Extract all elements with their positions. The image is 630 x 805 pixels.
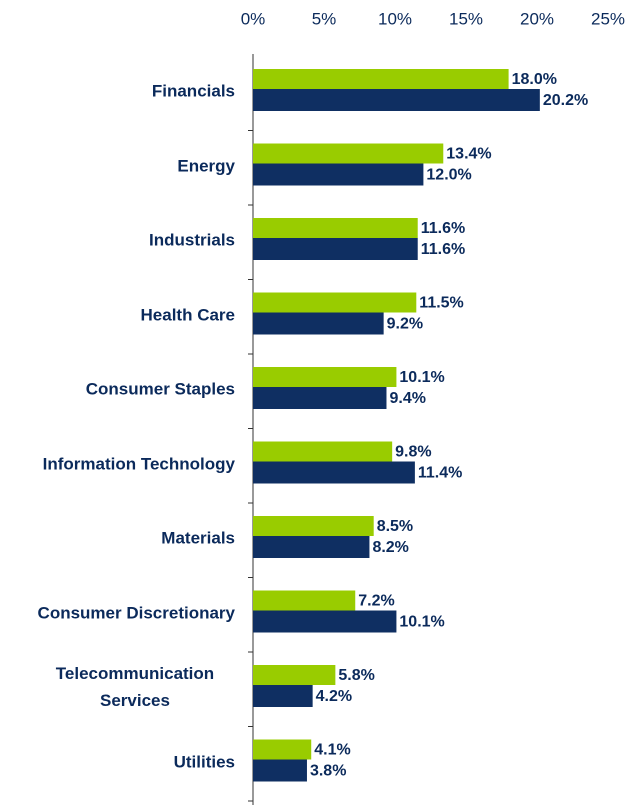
value-label: 9.4% [389,390,425,407]
x-tick-label: 25% [591,9,625,28]
category-label: Telecommunication Services [55,664,215,711]
category-label: Consumer Discretionary [37,603,235,623]
value-label: 18.0% [512,71,557,88]
bar [253,387,387,409]
x-tick-label: 5% [312,9,337,28]
bar [253,143,444,164]
value-label: 11.6% [421,241,465,258]
category-label: Information Technology [42,454,235,474]
value-label: 11.6% [421,220,465,237]
category-label: Consumer Staples [85,379,235,399]
bar [253,759,307,782]
value-label: 7.2% [358,593,394,610]
value-label: 9.2% [387,316,423,333]
x-tick-label: 10% [378,9,412,28]
category-label: Financials [151,81,235,101]
bar [253,536,370,558]
bar [253,292,417,313]
value-label: 4.1% [314,742,350,759]
category-label: Health Care [140,305,235,325]
bar [253,739,312,760]
bar [253,367,397,387]
value-label: 3.8% [310,763,346,780]
bar [253,441,393,462]
bar [253,461,415,484]
category-label: Materials [161,528,235,548]
category-label: Industrials [149,230,235,250]
value-label: 11.4% [418,465,462,482]
x-tick-label: 0% [241,9,266,28]
value-label: 8.2% [372,539,408,556]
value-label: 10.1% [399,614,444,631]
bar [253,69,509,89]
bar [253,610,397,633]
value-label: 12.0% [426,167,471,184]
value-label: 20.2% [543,92,588,109]
category-label: Energy [177,156,235,176]
bar [253,590,356,611]
x-tick-label: 15% [449,9,483,28]
bar [253,685,313,707]
bar [253,89,540,111]
value-label: 4.2% [316,688,352,705]
value-label: 9.8% [395,444,431,461]
value-label: 8.5% [377,518,413,535]
value-label: 13.4% [446,146,491,163]
bar [253,312,384,335]
value-label: 11.5% [419,295,463,312]
value-label: 5.8% [338,667,374,684]
bar [253,163,424,186]
bar [253,516,374,536]
value-label: 10.1% [399,369,444,386]
bar [253,238,418,260]
category-label: Utilities [173,752,235,772]
bar [253,218,418,238]
bar [253,665,336,685]
x-tick-label: 20% [520,9,554,28]
